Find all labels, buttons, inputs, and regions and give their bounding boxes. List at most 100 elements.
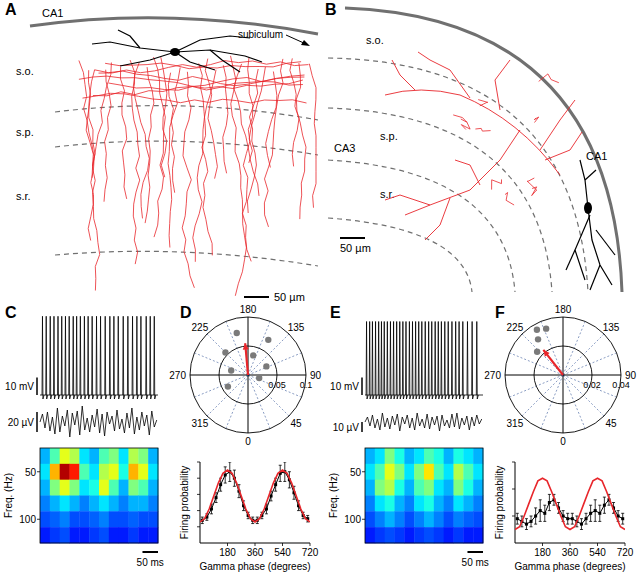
axon-branch [545,132,582,160]
marker [224,473,227,476]
spike [150,316,152,399]
axon-branch [182,72,194,288]
angle-label: 315 [507,418,524,429]
spectrogram-cell [70,464,80,480]
error-line [225,467,226,483]
error-line [595,500,596,522]
error-cap [224,466,227,467]
spectrogram-cell [463,480,473,496]
error-line [599,505,600,521]
spectrogram-cell [148,464,158,480]
scale-label: 10 mV [5,381,34,392]
error-cap [543,505,546,506]
spike [100,316,102,399]
spectrogram-cell [404,496,414,512]
spectrogram-cell [404,480,414,496]
spectrogram-cell [50,448,60,464]
layer-label: s.p. [16,126,34,138]
spectrogram-cell [375,480,385,496]
spectrogram-cell [99,464,109,480]
spectrogram-cell [89,527,99,543]
spectrogram-cell [434,480,444,496]
error-cap [306,515,309,516]
marker [585,517,588,520]
spectrogram-cell [454,464,464,480]
spike [154,316,156,399]
y-axis [515,462,516,543]
error-cap [201,517,204,518]
spectrogram-cell [119,480,129,496]
angle-label: 225 [507,322,524,333]
error-bar [598,505,601,521]
spectrogram-cell [473,511,483,527]
spectrogram-cell [119,511,129,527]
spectrogram-frame [40,448,158,543]
spike [58,316,60,399]
radial-label: 0.05 [268,380,286,390]
spectrogram-cell [60,527,70,543]
spectrogram-cell [70,496,80,512]
error-cap [575,526,578,527]
spectrogram-cell [385,496,395,512]
tick-label: 360 [247,547,264,558]
error-cap [530,516,533,517]
region-label: CA1 [586,150,607,162]
soma [584,202,592,214]
region-label: CA3 [334,142,355,154]
spectrogram-cell [375,496,385,512]
spectrogram-cell [89,496,99,512]
error-cap [520,516,523,517]
axon-branch [231,56,247,296]
spectrogram-cell [119,527,129,543]
spectrogram-cell [109,464,119,480]
axon-branch [539,74,559,83]
spectrogram-cell [79,496,89,512]
error-cap [516,524,519,525]
spike [459,322,461,400]
spectrogram-cell [414,480,424,496]
spectrogram-cell [404,464,414,480]
radial-ring [505,317,621,433]
radial-label: 0.04 [612,380,630,390]
spike [435,322,437,400]
spectrogram-cell [434,527,444,543]
error-cap [539,499,542,500]
radial-ring [190,317,306,433]
error-bar [534,508,537,524]
spectrogram-cell [119,464,129,480]
scale-label: 50 µm [340,242,371,254]
spike [136,316,138,399]
axis-label: Firing probability [494,466,505,539]
error-cap [598,521,601,522]
angle-label: 0 [245,436,251,447]
spectrogram-cell [40,527,50,543]
spectrogram-cell [473,496,483,512]
spectrogram-cell [424,511,434,527]
cell-phase [534,327,540,333]
spectrogram-cell [454,448,464,464]
error-line [216,493,217,503]
error-cap [210,513,213,514]
spike [54,316,56,399]
spectrogram-cell [473,464,483,480]
scale-label: 20 µV [8,417,35,428]
layer-boundary [55,106,318,120]
error-bar [530,516,533,527]
spoke [248,375,302,397]
dendrite [585,170,596,180]
axon-branch [532,187,537,196]
spectrogram-cell [40,448,50,464]
spike [406,322,408,400]
spectrogram-cell [444,464,454,480]
error-cap [302,518,305,519]
spectrogram-cell [365,464,375,480]
error-cap [228,481,231,482]
spectrogram-cell [70,511,80,527]
cell-phase [256,375,262,381]
dendrite [590,265,600,290]
error-bar [603,497,606,513]
spike [467,322,469,400]
marker [598,512,601,515]
marker [265,507,268,510]
dendrite [118,30,140,48]
